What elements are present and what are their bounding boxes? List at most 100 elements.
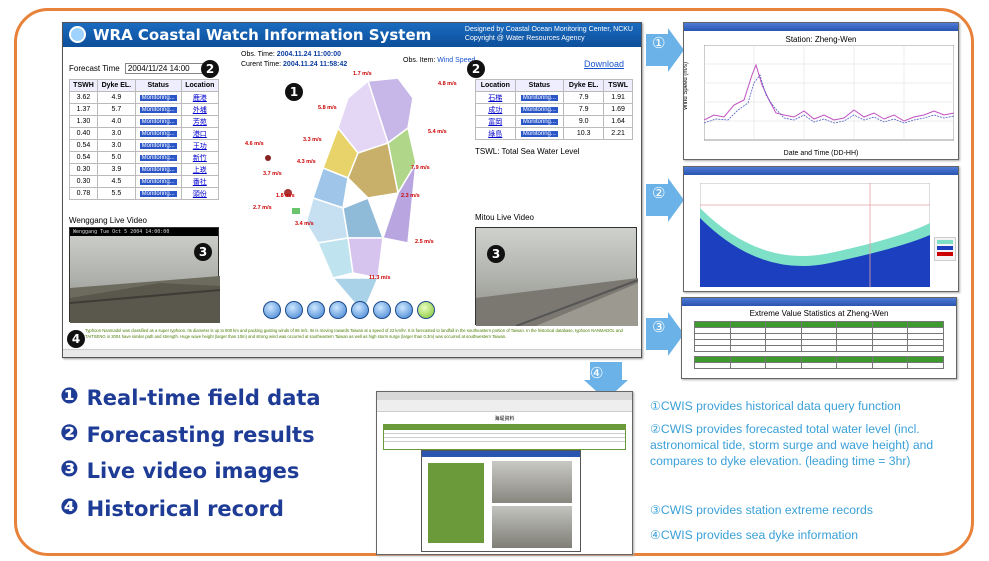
col-tswh: TSWH: [69, 79, 98, 92]
chart-title: Station: Zheng-Wen: [785, 35, 857, 44]
badge-1-map: 1: [285, 83, 303, 101]
badge-2-right: 2: [467, 60, 485, 78]
status-cell[interactable]: Monitoring...: [134, 187, 182, 200]
status-cell[interactable]: Monitoring...: [134, 175, 182, 188]
location-link[interactable]: 成功: [475, 103, 516, 116]
status-cell[interactable]: Monitoring...: [514, 115, 565, 128]
legend-item: ❸ Live video images: [60, 459, 299, 484]
legend-item: ❶ Real-time field data: [60, 386, 321, 411]
legend-label: Real-time field data: [86, 386, 321, 410]
tswl-note: TSWL: Total Sea Water Level: [475, 147, 580, 156]
value-cell: 5.5: [96, 187, 136, 200]
layer-toggle-icon[interactable]: [373, 301, 391, 319]
left-station-table: TSWH Dyke EL. Status Location 3.62 4.9 Mon…: [69, 79, 220, 200]
wind-speed-label: 2.7 m/s: [253, 205, 272, 211]
layer-toggle-icon[interactable]: [329, 301, 347, 319]
location-link[interactable]: 芳苑: [180, 115, 220, 128]
wind-speed-label: 5.8 m/s: [318, 105, 337, 111]
app-credit: Designed by Coastal Ocean Monitoring Cen…: [465, 25, 633, 43]
table-row: 0.54 3.0 Monitoring... 王功: [69, 139, 220, 152]
layer-toggle-icon[interactable]: [263, 301, 281, 319]
wind-speed-label: 4.8 m/s: [438, 81, 457, 87]
obs-item-value[interactable]: Wind Speed: [437, 57, 476, 64]
circled-number-3: ③: [652, 318, 666, 336]
layer-toggle-icon[interactable]: [307, 301, 325, 319]
location-link[interactable]: 港口: [180, 127, 220, 140]
value-cell: 9.0: [563, 115, 605, 128]
location-link[interactable]: 王功: [180, 139, 220, 152]
table-row: 0.54 5.0 Monitoring... 新竹: [69, 151, 220, 164]
mitou-video[interactable]: [475, 227, 638, 326]
desc-3: ③CWIS provides station extreme records: [650, 503, 873, 517]
table-row: 0.40 3.0 Monitoring... 港口: [69, 127, 220, 140]
credit-line-1: Designed by Coastal Ocean Monitoring Cen…: [464, 26, 633, 33]
table-row: 石梯 Monitoring... 7.9 1.91: [475, 91, 633, 104]
forecast-time-select[interactable]: 2004/11/24 14:00: [124, 63, 205, 74]
value-cell: 1.64: [603, 115, 633, 128]
col-dyke: Dyke EL.: [563, 79, 605, 92]
location-link[interactable]: 石梯: [475, 91, 516, 104]
forecast-time-label: Forecast Time: [69, 64, 120, 73]
location-link[interactable]: 鹿港: [180, 91, 220, 104]
horizontal-scrollbar[interactable]: [63, 349, 641, 357]
wind-speed-label: 4.6 m/s: [245, 141, 264, 147]
value-cell: 3.9: [96, 163, 136, 176]
dyke-photo-1: [492, 461, 572, 503]
status-cell[interactable]: Monitoring...: [134, 103, 182, 116]
obs-item-label: Obs. Item:: [403, 57, 436, 64]
value-cell: 1.30: [69, 115, 98, 128]
wenggang-video-scene: [70, 276, 220, 323]
status-cell[interactable]: Monitoring...: [514, 103, 565, 116]
wind-speed-label: 7.9 m/s: [411, 165, 430, 171]
desc-1: ①CWIS provides historical data query fun…: [650, 399, 901, 413]
current-time-value: 2004.11.24 11:58:42: [283, 61, 348, 68]
wind-speed-label: 1.8 m/s: [276, 193, 295, 199]
location-link[interactable]: 富岡: [475, 115, 516, 128]
status-cell[interactable]: Monitoring...: [134, 115, 182, 128]
location-link[interactable]: 頭份: [180, 187, 220, 200]
value-cell: 0.54: [69, 139, 98, 152]
taiwan-map[interactable]: [248, 73, 468, 323]
status-cell[interactable]: Monitoring...: [134, 151, 182, 164]
download-link[interactable]: Download: [584, 59, 625, 69]
legend-label: Historical record: [86, 497, 284, 521]
obs-time-block: Obs. Time: 2004.11.24 11:00:00 Curent Ti…: [241, 50, 347, 70]
wind-speed-label: 2.5 m/s: [415, 239, 434, 245]
status-cell[interactable]: Monitoring...: [134, 91, 182, 104]
current-time-label: Curent Time:: [241, 61, 282, 68]
badge-3-right: 3: [487, 245, 505, 263]
wind-speed-label: 4.3 m/s: [297, 159, 316, 165]
status-cell[interactable]: Monitoring...: [134, 139, 182, 152]
col-location: Location: [180, 79, 220, 92]
right-station-table: Location Status Dyke EL. TSWL 石梯 Monitori…: [475, 79, 633, 140]
status-cell[interactable]: Monitoring...: [134, 127, 182, 140]
credit-line-2: Copyright @ Water Resources Agency: [464, 35, 585, 42]
legend-item: ❷ Forecasting results: [60, 423, 315, 448]
water-level-chart: [700, 183, 930, 287]
location-link[interactable]: 上崁: [180, 163, 220, 176]
status-cell[interactable]: Monitoring...: [134, 163, 182, 176]
location-link[interactable]: 外埔: [180, 103, 220, 116]
location-link[interactable]: 番社: [180, 175, 220, 188]
col-location: Location: [475, 79, 516, 92]
value-cell: 1.69: [603, 103, 633, 116]
layer-toggle-icon[interactable]: [395, 301, 413, 319]
layer-toggle-icon[interactable]: [285, 301, 303, 319]
window-1-titlebar: [684, 23, 958, 31]
window-extreme-values: Extreme Value Statistics at Zheng-Wen: [681, 297, 957, 379]
dyke-popup: [421, 450, 581, 552]
layer-toggle-icon[interactable]: [351, 301, 369, 319]
app-title: WRA Coastal Watch Information System: [93, 26, 432, 44]
window-2-titlebar: [684, 167, 958, 175]
status-cell[interactable]: Monitoring...: [514, 127, 565, 140]
layer-toggle-icon[interactable]: [417, 301, 435, 319]
value-cell: 0.30: [69, 175, 98, 188]
location-link[interactable]: 新竹: [180, 151, 220, 164]
chart-ylabel: Wind Speed (m/s): [683, 61, 690, 111]
value-cell: 7.9: [563, 91, 605, 104]
value-cell: 10.3: [563, 127, 605, 140]
location-link[interactable]: 綠島: [475, 127, 516, 140]
status-cell[interactable]: Monitoring...: [514, 91, 565, 104]
table-row: 0.30 3.9 Monitoring... 上崁: [69, 163, 220, 176]
wenggang-video[interactable]: Wenggang Tue Oct 5 2004 14:00:00: [69, 227, 220, 323]
